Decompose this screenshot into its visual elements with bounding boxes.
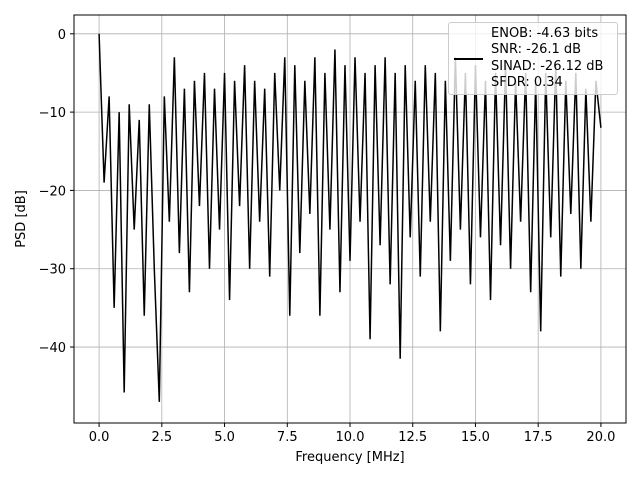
y-tick-label: 0 [58,28,66,43]
legend-line [454,58,483,60]
psd-line [98,33,602,402]
x-tick-label: 17.5 [524,430,553,445]
x-tick-label: 7.5 [277,430,298,445]
y-tick-label: −40 [39,341,66,356]
x-tick-label: 2.5 [151,430,172,445]
legend: ENOB: -4.63 bits SNR: -26.1 dB SINAD: -2… [448,22,618,95]
y-tick-label: −30 [39,263,66,278]
x-tick-label: 12.5 [398,430,427,445]
plot-frame [73,14,627,424]
x-axis-label: Frequency [MHz] [295,450,404,465]
legend-label: ENOB: -4.63 bits SNR: -26.1 dB SINAD: -2… [491,26,604,90]
x-tick-label: 0.0 [89,430,110,445]
x-tick-label: 10.0 [336,430,365,445]
x-tick-label: 15.0 [461,430,490,445]
x-tick-label: 20.0 [586,430,615,445]
y-tick-label: −20 [39,184,66,199]
y-tick-label: −10 [39,106,66,121]
x-tick-label: 5.0 [214,430,235,445]
y-axis-label: PSD [dB] [14,190,29,248]
